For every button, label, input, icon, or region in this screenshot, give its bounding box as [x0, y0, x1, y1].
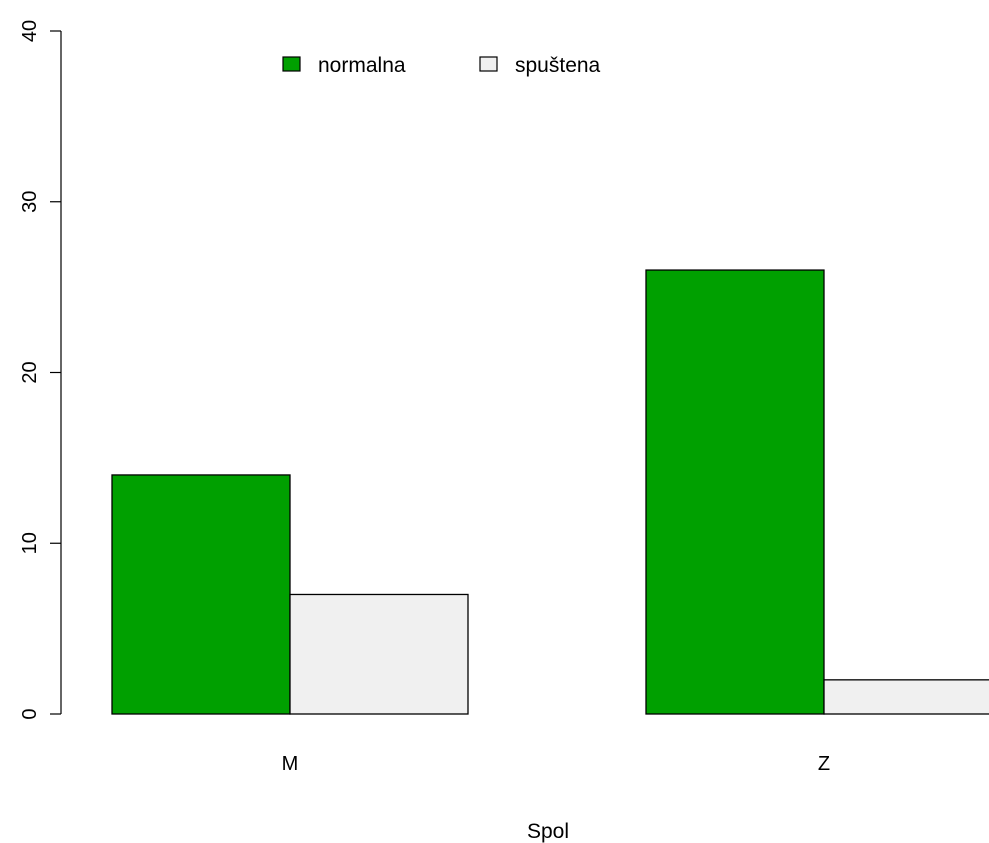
bar-M-0 — [111, 474, 291, 715]
legend-label: normalna — [318, 54, 406, 77]
x-category-label: Z — [818, 753, 830, 775]
legend-label: spuštena — [515, 54, 601, 77]
legend: normalna spuštena — [282, 54, 601, 77]
bar-Z-0 — [645, 269, 825, 715]
legend-swatch — [282, 56, 301, 72]
y-tick-label: 0 — [19, 708, 41, 719]
y-axis: 0 10 20 30 40 — [19, 20, 62, 720]
x-axis-title: Spol — [527, 820, 569, 843]
bars-group — [111, 269, 989, 715]
x-category-label: M — [282, 753, 299, 775]
y-tick-label: 20 — [19, 361, 41, 383]
bar-Z-1 — [823, 679, 989, 715]
y-tick-label: 40 — [19, 20, 41, 42]
y-tick-label: 30 — [19, 191, 41, 213]
y-tick-label: 10 — [19, 532, 41, 554]
bar-M-1 — [289, 593, 469, 715]
legend-swatch — [479, 56, 498, 72]
